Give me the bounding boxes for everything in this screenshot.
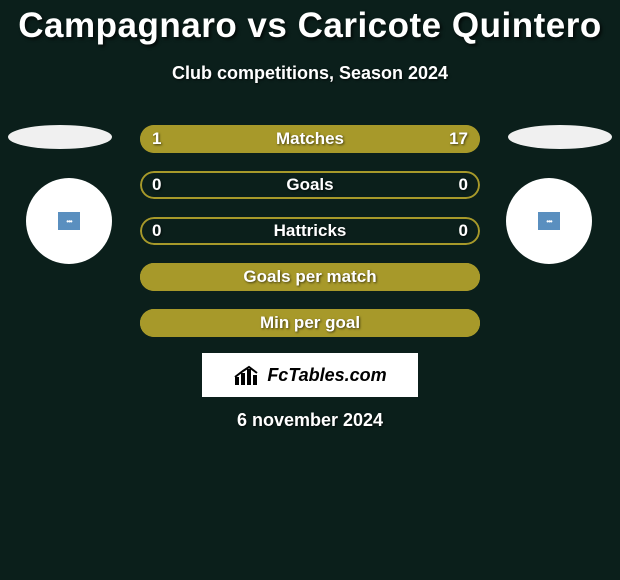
stat-row: Min per goal [140,309,480,337]
brand-text: FcTables.com [267,365,386,386]
stat-label: Goals per match [140,263,480,291]
crest-left-icon [58,212,80,230]
stat-row: Matches1 17 [140,125,480,153]
stat-value-left: 0 [152,217,161,245]
flag-left [8,125,112,149]
brand-box: FcTables.com [202,353,418,397]
stat-rows: Matches117Goals00Hattricks00Goals per ma… [140,125,480,355]
content: Campagnaro vs Caricote Quintero Club com… [0,0,620,580]
stat-value-right: 17 [449,125,468,153]
brand-bars-icon [233,363,261,387]
date-text: 6 november 2024 [0,410,620,431]
stat-row: Goals0 0 [140,171,480,199]
stat-value-right: 0 [459,171,468,199]
stat-row: Goals per match [140,263,480,291]
stat-value-left: 1 [152,125,161,153]
stat-label: Goals [140,171,480,199]
crest-right-icon [538,212,560,230]
stat-value-right: 0 [459,217,468,245]
flag-right [508,125,612,149]
page-title: Campagnaro vs Caricote Quintero [0,6,620,46]
stat-label: Hattricks [140,217,480,245]
stat-row: Hattricks0 0 [140,217,480,245]
club-crest-right [506,178,592,264]
stat-label: Matches [140,125,480,153]
stat-label: Min per goal [140,309,480,337]
stat-value-left: 0 [152,171,161,199]
page-subtitle: Club competitions, Season 2024 [0,63,620,84]
club-crest-left [26,178,112,264]
